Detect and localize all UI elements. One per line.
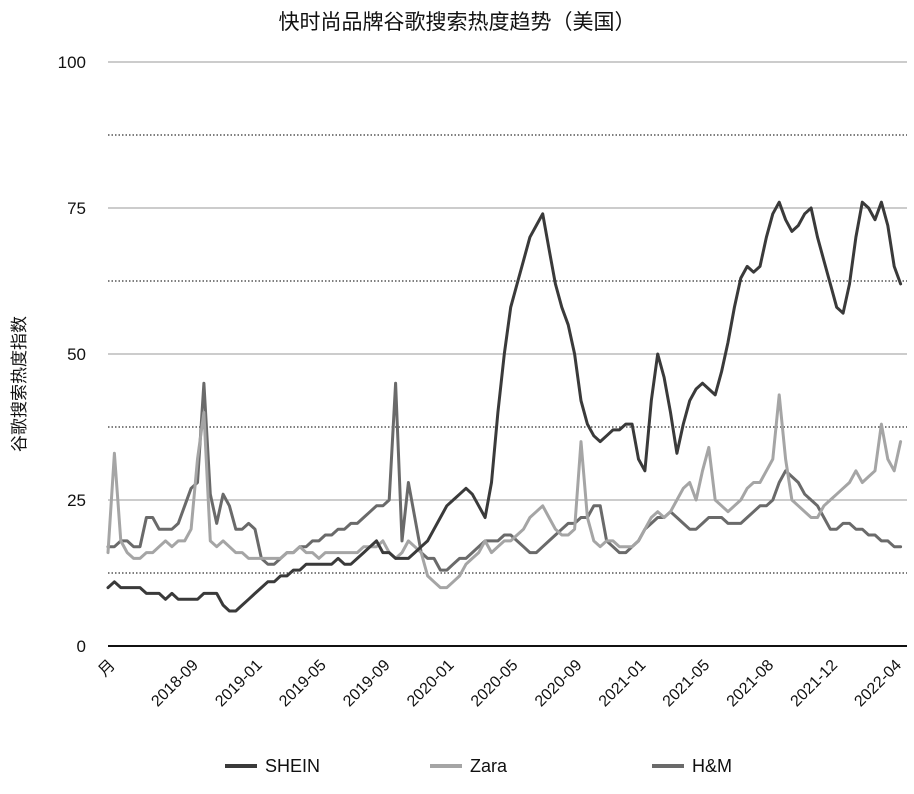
x-tick-label: 2019-01 [212,657,266,711]
legend-label: SHEIN [265,756,320,776]
x-tick-label: 2020-05 [468,657,522,711]
series-line-zara [106,393,903,590]
x-tick-labels: 月 2018-09 2019-01 2019-05 2019-09 2020-01 2020… [95,657,905,711]
y-tick-label: 50 [67,345,86,364]
x-tick-label: 2019-05 [276,657,330,711]
x-tick-label: 2019-09 [340,657,394,711]
y-tick-label: 100 [58,53,86,72]
series-lines [106,200,903,613]
chart-title: 快时尚品牌谷歌搜索热度趋势（美国） [278,10,636,34]
grid-lines [108,61,907,574]
y-tick-labels: 0 25 50 75 100 [58,53,86,656]
x-tick-label: 2020-09 [532,657,586,711]
legend-item: H&M [652,756,732,776]
x-tick-label: 月 [95,657,118,680]
series-line-shein [106,200,903,613]
x-tick-label: 2018-09 [148,657,202,711]
y-tick-label: 25 [67,491,86,510]
legend-label: H&M [692,756,732,776]
x-tick-label: 2021-01 [596,657,650,711]
legend-item: Zara [430,756,508,776]
x-tick-label: 2020-01 [404,657,458,711]
series-line-hm [106,381,903,572]
x-tick-label: 2021-08 [724,657,778,711]
y-tick-label: 0 [77,637,86,656]
x-tick-label: 2022-04 [852,657,906,711]
y-axis-label: 谷歌搜索热度指数 [10,316,30,452]
legend: SHEIN Zara H&M [225,756,732,776]
y-tick-label: 75 [67,199,86,218]
legend-label: Zara [470,756,508,776]
legend-item: SHEIN [225,756,320,776]
x-tick-label: 2021-12 [788,657,842,711]
x-tick-label: 2021-05 [660,657,714,711]
